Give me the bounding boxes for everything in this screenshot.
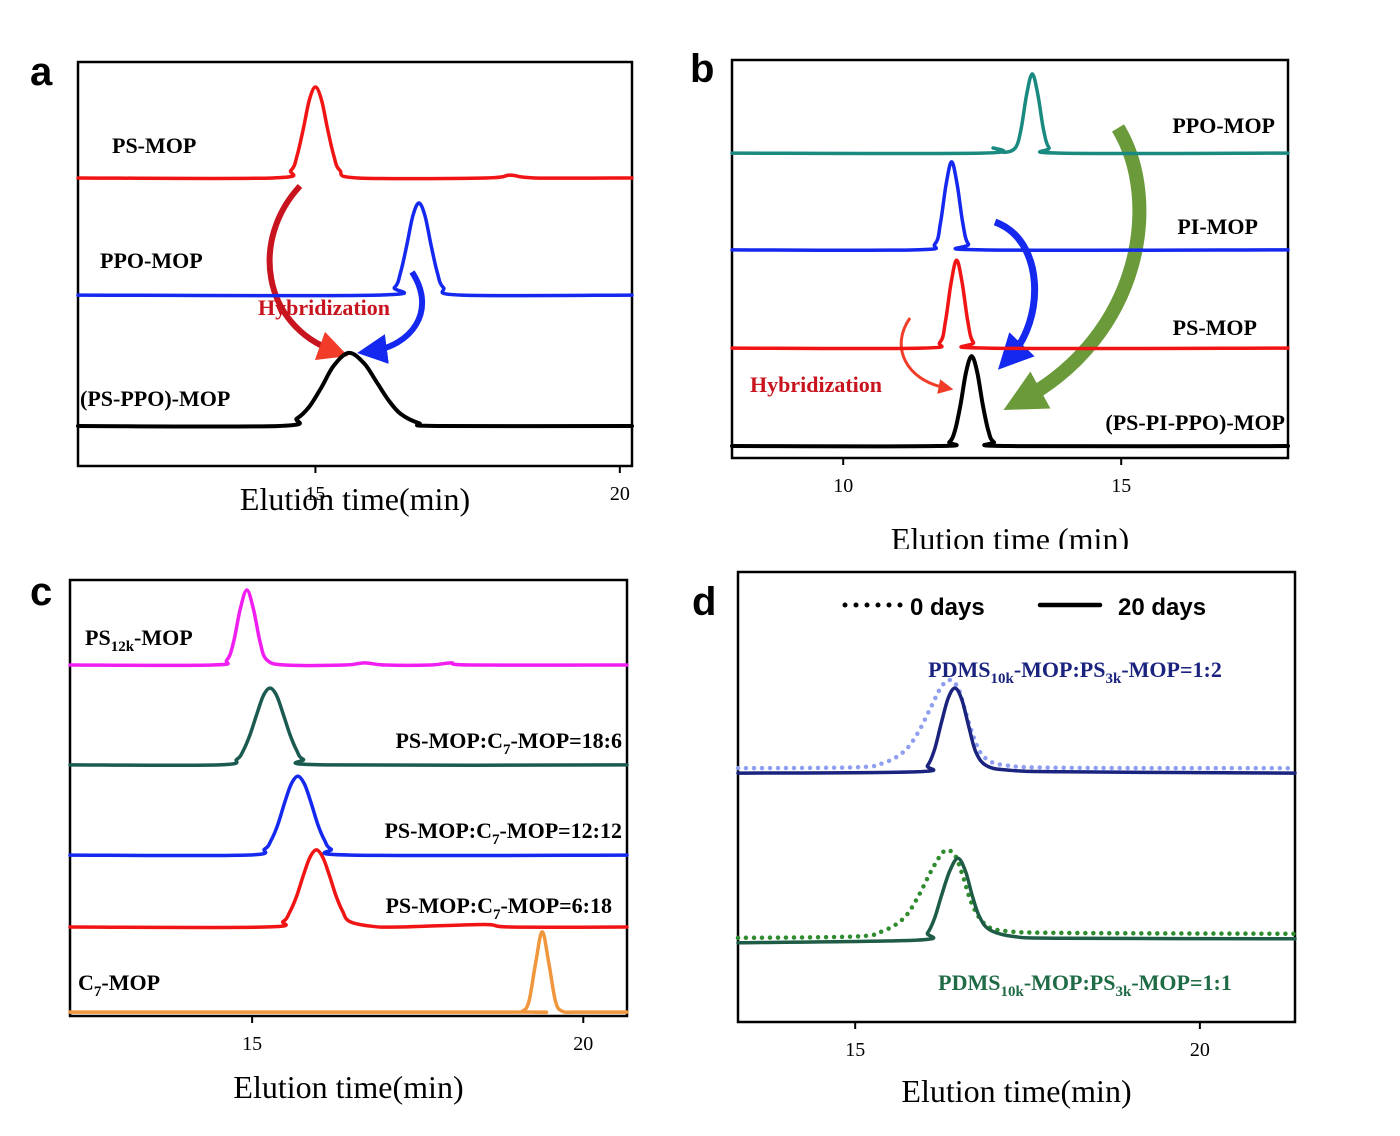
series-label: C7-MOP xyxy=(78,970,160,1000)
series-label: PS12k-MOP xyxy=(85,625,193,655)
text-part: PS-MOP xyxy=(112,133,196,158)
series-label: (PS-PI-PPO)-MOP xyxy=(1105,410,1285,435)
annotation: Hybridization xyxy=(750,372,882,397)
text-part: -MOP=12:12 xyxy=(499,818,622,843)
series-label: (PS-PPO)-MOP xyxy=(80,386,230,411)
text-part: PS-MOP xyxy=(1173,315,1257,340)
panel: a 15 20 Elution time(min) PS-MOP PPO-MOP (PS-P… xyxy=(30,50,634,517)
line-series xyxy=(730,160,1290,253)
panel-letter: c xyxy=(30,570,52,614)
x-tick-label: 20 xyxy=(1190,1039,1210,1061)
series-label: PPO-MOP xyxy=(1172,113,1275,138)
x-tick-label: 15 xyxy=(305,483,325,505)
text-part: PS xyxy=(85,625,111,650)
plot-frame xyxy=(76,60,634,468)
annotation: PDMS10k-MOP:PS3k-MOP=1:2 xyxy=(928,657,1222,687)
line-series xyxy=(68,686,629,768)
line-series xyxy=(735,847,1298,941)
x-axis-label: Elution time(min) xyxy=(901,1073,1131,1109)
series-label: PS-MOP xyxy=(1173,315,1257,340)
annotation: Hybridization xyxy=(258,295,390,320)
arrow xyxy=(357,270,426,364)
text-part: -MOP=18:6 xyxy=(510,728,622,753)
line-series xyxy=(76,350,634,429)
plot-frame xyxy=(730,58,1290,460)
series-label: PS-MOP:C7-MOP=12:12 xyxy=(384,818,622,848)
text-part: PS-MOP:C xyxy=(395,728,503,753)
text-part: PDMS xyxy=(938,970,1000,995)
x-tick-label: 20 xyxy=(573,1033,593,1055)
text-part: C xyxy=(78,970,94,995)
subscript: 3k xyxy=(1105,671,1122,687)
series-label: PS-MOP:C7-MOP=6:18 xyxy=(385,893,612,923)
series-label: PS-MOP xyxy=(112,133,196,158)
arrow xyxy=(993,218,1039,370)
x-axis-label: Elution time(min) xyxy=(233,1069,463,1105)
subscript: 7 xyxy=(503,742,511,758)
text-part: PPO-MOP xyxy=(100,248,203,273)
x-tick-label: 15 xyxy=(1111,475,1131,497)
line-series xyxy=(736,686,1297,775)
line-series xyxy=(730,354,1290,449)
x-tick-label: 15 xyxy=(845,1039,865,1061)
text-part: PDMS xyxy=(928,657,990,682)
arrows xyxy=(266,124,1147,411)
panel: b 10 15 Elution time (min) PPO-MOP PI-MOP PS-M… xyxy=(690,47,1290,557)
text-part: -MOP xyxy=(101,970,160,995)
subscript: 7 xyxy=(492,832,500,848)
series-label: PPO-MOP xyxy=(100,248,203,273)
line-series xyxy=(735,677,1298,771)
arrow xyxy=(899,317,954,394)
text-part: -MOP:PS xyxy=(1014,657,1106,682)
text-part: -MOP xyxy=(134,625,193,650)
line-series xyxy=(76,85,634,181)
panel-letter: d xyxy=(692,580,716,624)
arrow xyxy=(266,183,349,360)
text-part: PI-MOP xyxy=(1177,214,1258,239)
text-part: PS-MOP:C xyxy=(385,893,493,918)
line-series xyxy=(736,856,1297,945)
line-series xyxy=(730,258,1290,351)
line-series xyxy=(68,848,629,930)
text-part: PS-MOP:C xyxy=(384,818,492,843)
text-part: (PS-PPO)-MOP xyxy=(80,386,230,411)
text-part: PPO-MOP xyxy=(1172,113,1275,138)
subscript: 10k xyxy=(990,671,1014,687)
legend-label: 20 days xyxy=(1118,594,1206,621)
panel-letter: a xyxy=(30,50,53,94)
legend-label: 0 days xyxy=(910,594,985,621)
line-series xyxy=(68,930,629,1015)
text-part: (PS-PI-PPO)-MOP xyxy=(1105,410,1285,435)
x-tick-label: 10 xyxy=(833,475,853,497)
line-series xyxy=(68,588,629,668)
text-part: -MOP:PS xyxy=(1024,970,1116,995)
annotation: PDMS10k-MOP:PS3k-MOP=1:1 xyxy=(938,970,1232,1000)
plot-frame xyxy=(68,578,629,1018)
x-tick-label: 15 xyxy=(242,1033,262,1055)
x-axis-label: Elution time(min) xyxy=(240,481,470,517)
series-label: PS-MOP:C7-MOP=18:6 xyxy=(395,728,622,758)
text-part: -MOP=1:1 xyxy=(1131,970,1232,995)
series-label: PI-MOP xyxy=(1177,214,1258,239)
arrow xyxy=(1003,124,1147,411)
subscript: 3k xyxy=(1115,984,1132,1000)
x-tick-label: 20 xyxy=(610,483,630,505)
line-series xyxy=(68,774,629,858)
line-series xyxy=(730,72,1290,156)
plot-frame xyxy=(736,570,1297,1024)
line-series xyxy=(76,201,634,298)
panel-letter: b xyxy=(690,47,714,91)
text-part: -MOP=6:18 xyxy=(500,893,612,918)
subscript: 10k xyxy=(1000,984,1024,1000)
subscript: 7 xyxy=(94,984,102,1000)
subscript: 12k xyxy=(111,639,135,655)
subscript: 7 xyxy=(493,907,501,923)
text-part: -MOP=1:2 xyxy=(1121,657,1222,682)
x-axis-label: Elution time (min) xyxy=(891,521,1129,557)
